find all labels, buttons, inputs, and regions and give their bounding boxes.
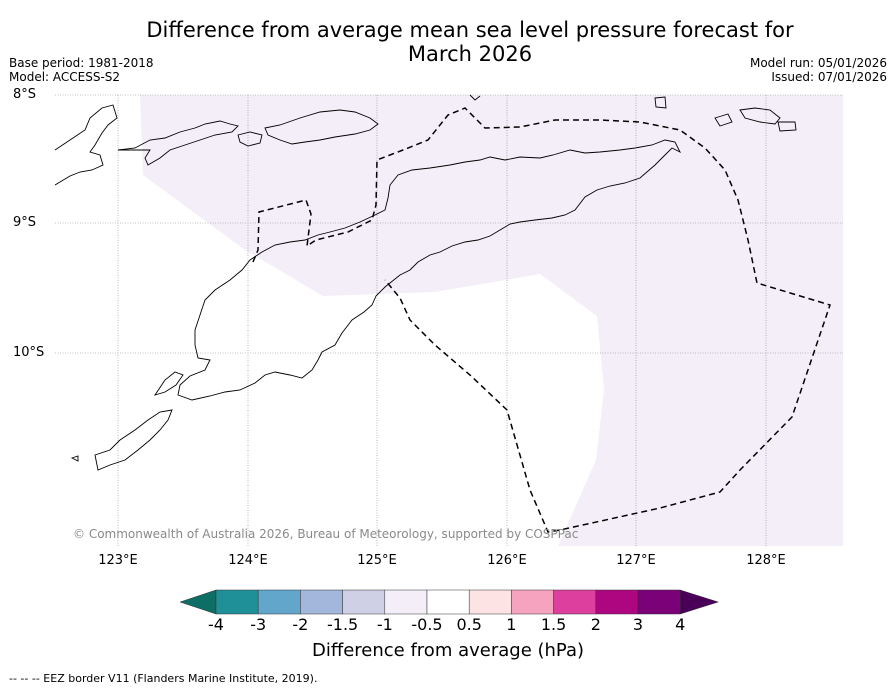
coast-flores-west — [54, 104, 118, 186]
lon-label-126e: 126°E — [487, 553, 527, 568]
issued-date: Issued: 07/01/2026 — [771, 70, 887, 84]
colorbar-tick-label: -2 — [292, 615, 309, 634]
colorbar-swatch — [468, 589, 512, 615]
coast-alor — [264, 109, 379, 145]
colorbar-tick-label: 4 — [675, 615, 686, 634]
copyright-notice: © Commonwealth of Australia 2026, Bureau… — [73, 527, 579, 541]
lon-label-125e: 125°E — [357, 553, 397, 568]
colorbar-swatch — [426, 589, 470, 615]
colorbar-swatch — [637, 589, 681, 615]
graticule — [55, 94, 843, 546]
title-line-1: Difference from average mean sea level p… — [146, 18, 794, 42]
colorbar-title: Difference from average (hPa) — [311, 640, 585, 661]
colorbar-swatch — [511, 589, 554, 615]
coast-atauro — [469, 94, 481, 101]
map-title: Difference from average mean sea level p… — [0, 18, 896, 66]
lon-label-128e: 128°E — [746, 553, 786, 568]
colorbar-tick-label: -4 — [208, 615, 224, 634]
eez-border — [252, 107, 831, 533]
coast-wetar — [739, 107, 781, 125]
coast-timor — [177, 139, 682, 401]
lat-label-8s: 8°S — [13, 87, 37, 102]
colorbar-swatch — [384, 589, 428, 615]
colorbar-tick-label: 0.5 — [456, 615, 482, 634]
model-run: Model run: 05/01/2026 — [749, 56, 887, 70]
colorbar-tick-label: 3 — [632, 615, 644, 634]
colorbar-tick-label: -1 — [376, 615, 393, 634]
coast-ndao — [70, 455, 79, 462]
eez-legend-note: -- -- -- EEZ border V11 (Flanders Marine… — [9, 672, 318, 685]
model-name: Model: ACCESS-S2 — [9, 70, 121, 84]
lat-label-9s: 9°S — [13, 215, 37, 230]
lon-label-124e: 124°E — [228, 553, 268, 568]
coast-flores-east — [117, 120, 239, 166]
lat-label-10s: 10°S — [13, 345, 45, 360]
coast-pantar — [237, 131, 263, 147]
coast-kisar — [714, 113, 733, 127]
coast-romang — [777, 121, 797, 132]
run-info: Model run: 05/01/2026 Issued: 07/01/2026 — [750, 56, 887, 84]
colorbar-swatch — [300, 589, 343, 615]
colorbar-tick-label: -1.5 — [326, 615, 359, 634]
base-period: Base period: 1981-2018 — [9, 56, 154, 70]
colorbar-arrow-low — [179, 589, 217, 615]
coastlines — [54, 94, 797, 471]
colorbar-tick-label: 2 — [590, 615, 601, 634]
colorbar-tick-label: -3 — [250, 615, 267, 634]
colorbar-tick-label: 1 — [506, 615, 517, 634]
colorbar-swatch — [553, 589, 597, 615]
colorbar-arrow-high — [679, 589, 720, 615]
lon-label-127e: 127°E — [616, 553, 656, 568]
base-info: Base period: 1981-2018 Model: ACCESS-S2 — [9, 56, 154, 84]
lon-label-123e: 123°E — [98, 553, 138, 568]
colorbar-swatch — [342, 589, 386, 615]
anomaly-region — [140, 95, 843, 546]
coast-liran — [654, 96, 667, 109]
title-line-2: March 2026 — [407, 42, 533, 66]
colorbar-swatch — [257, 589, 301, 615]
colorbar-swatch — [215, 589, 259, 615]
colorbar-tick-label: 1.5 — [540, 615, 567, 634]
colorbar-swatch — [595, 589, 639, 615]
colorbar — [179, 589, 720, 615]
coast-semau — [153, 371, 184, 396]
coast-rote — [94, 409, 173, 471]
colorbar-tick-label: -0.5 — [411, 615, 443, 634]
